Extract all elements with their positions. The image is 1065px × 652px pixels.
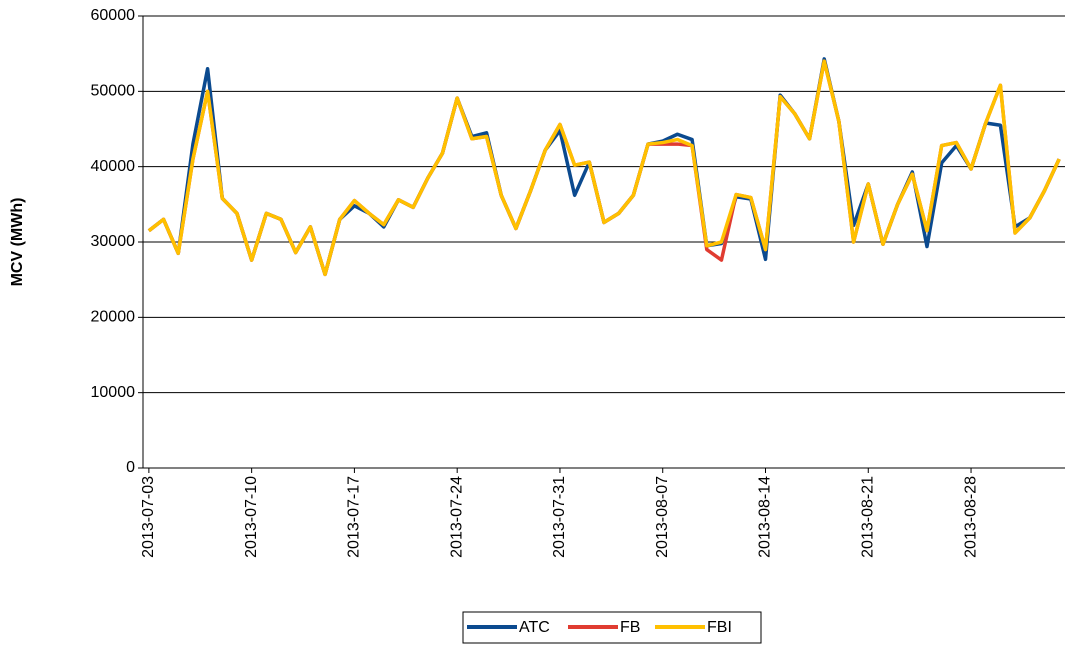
x-tick-label: 2013-07-31: [551, 476, 568, 558]
x-tick-label: 2013-07-03: [140, 476, 157, 558]
legend-label: FBI: [707, 619, 732, 636]
legend-label: ATC: [519, 619, 550, 636]
y-tick-label: 10000: [91, 384, 136, 401]
y-tick-label: 20000: [91, 309, 136, 326]
legend-label: FB: [620, 619, 640, 636]
x-tick-label: 2013-07-10: [243, 476, 260, 558]
y-tick-label: 50000: [91, 83, 136, 100]
y-tick-label: 30000: [91, 233, 136, 250]
y-tick-label: 60000: [91, 7, 136, 24]
x-tick-label: 2013-08-28: [962, 476, 979, 558]
x-tick-label: 2013-07-17: [346, 476, 363, 558]
y-axis-label: MCV (MWh): [9, 198, 26, 287]
x-tick-label: 2013-08-21: [859, 476, 876, 558]
x-tick-label: 2013-08-07: [654, 476, 671, 558]
x-tick-label: 2013-08-14: [757, 476, 774, 558]
series-line: [147, 59, 1061, 277]
y-tick-label: 0: [126, 459, 135, 476]
x-tick-label: 2013-07-24: [448, 476, 465, 558]
y-tick-label: 40000: [91, 158, 136, 175]
